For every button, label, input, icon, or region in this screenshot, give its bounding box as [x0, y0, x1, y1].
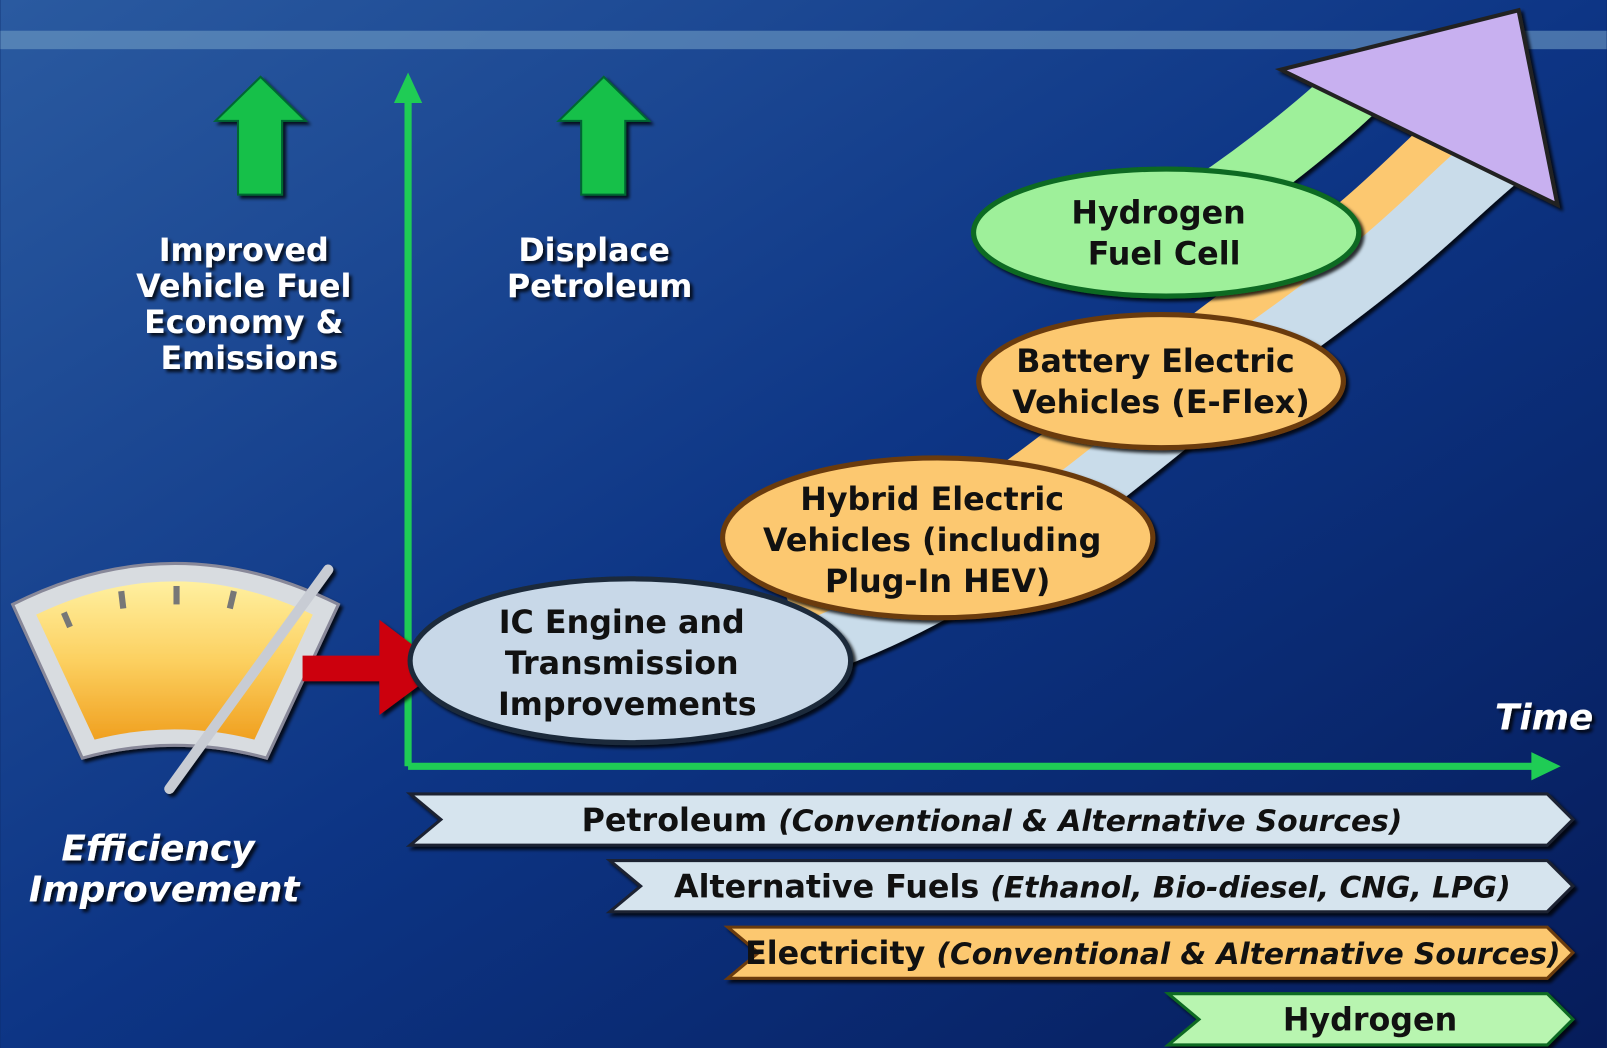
goal-line: Emissions [160, 341, 338, 377]
goal-line: Vehicle Fuel [136, 269, 351, 305]
energy-label: Alternative Fuels (Ethanol, Bio-diesel, … [674, 869, 1511, 905]
efficiency-line: Improvement [29, 870, 301, 911]
technology-line: Hydrogen [1071, 195, 1245, 231]
goal-line: Economy & [144, 305, 343, 341]
gauge [10, 562, 443, 794]
goal-arrow [212, 75, 309, 196]
technology-line: Hybrid Electric [800, 482, 1064, 518]
energy-label: Petroleum (Conventional & Alternative So… [582, 803, 1403, 839]
technology-line: Transmission [505, 646, 739, 682]
technology-label: Hydrogen Fuel Cell [1071, 195, 1256, 272]
technology-label: IC Engine and Transmission Improvements [498, 605, 757, 723]
technology-line: Improvements [498, 687, 757, 723]
goal-label: Displace Petroleum [507, 233, 693, 305]
technology-ellipse [970, 166, 1362, 299]
efficiency-label: Efficiency Improvement [29, 829, 301, 911]
technology-line: Plug-In HEV) [825, 564, 1050, 600]
top-band [0, 30, 1607, 50]
technology-ellipse [407, 576, 854, 746]
energy-label: Hydrogen [1283, 1003, 1457, 1039]
goal-arrow [556, 75, 652, 196]
goal-line: Displace [518, 233, 670, 269]
energy-name: Electricity [745, 936, 926, 972]
energy-bar [723, 925, 1576, 980]
goal-label: Improved Vehicle Fuel Economy & Emission… [136, 233, 362, 377]
energy-label: Electricity (Conventional & Alternative … [745, 936, 1560, 972]
technology-line: Fuel Cell [1088, 236, 1241, 272]
technology-ellipse [976, 311, 1346, 451]
energy-detail: (Ethanol, Bio-diesel, CNG, LPG) [990, 870, 1510, 905]
technology-label: Hybrid Electric Vehicles (including Plug… [763, 482, 1112, 600]
technology-label: Battery Electric Vehicles (E-Flex) [1012, 344, 1310, 421]
energy-bar [405, 792, 1576, 847]
energy-bar [605, 858, 1576, 914]
energy-bar [1163, 992, 1576, 1047]
goal-line: Petroleum [507, 269, 693, 305]
energy-name: Alternative Fuels [674, 869, 979, 905]
technology-line: Vehicles (E-Flex) [1012, 385, 1310, 421]
efficiency-line: Efficiency [61, 829, 256, 870]
energy-detail: (Conventional & Alternative Sources) [778, 804, 1402, 839]
technology-line: Vehicles (including [763, 523, 1101, 559]
energy-detail: (Conventional & Alternative Sources) [936, 937, 1560, 972]
axis-label: Time [1495, 697, 1593, 738]
energy-name: Petroleum [582, 803, 768, 839]
technology-line: IC Engine and [499, 605, 745, 641]
technology-ellipse [720, 455, 1156, 621]
technology-line: Battery Electric [1016, 344, 1294, 380]
goal-line: Improved [159, 233, 329, 269]
